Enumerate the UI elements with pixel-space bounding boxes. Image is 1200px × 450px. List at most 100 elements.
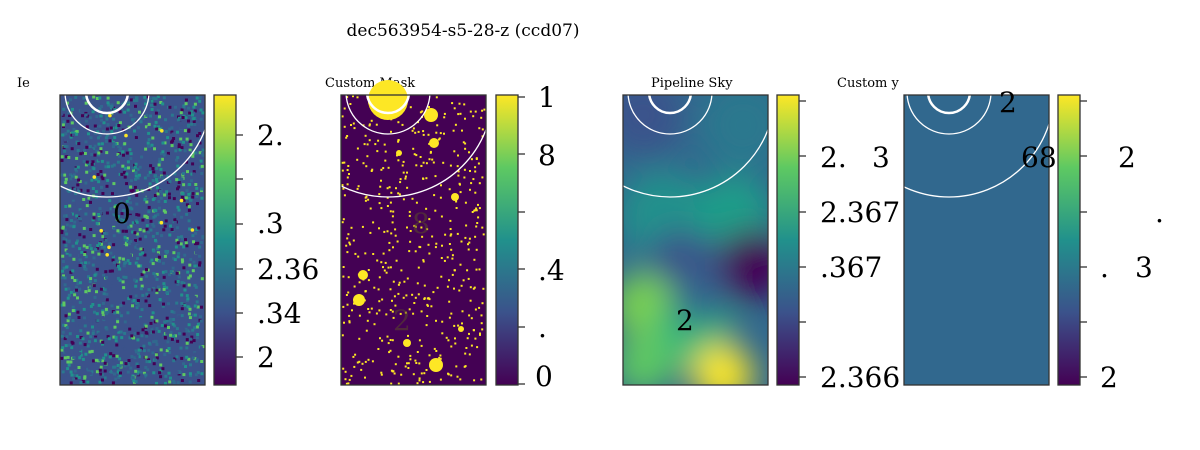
mask-pixel [394,228,397,231]
noise-pixel [76,149,80,153]
noise-pixel [88,145,92,149]
mask-pixel [388,186,391,189]
noise-pixel [198,132,202,135]
noise-pixel [106,178,110,182]
noise-pixel [75,374,79,378]
noise-pixel [112,354,116,358]
noise-pixel [162,275,166,279]
noise-pixel [147,230,150,234]
noise-pixel [136,133,140,137]
noise-pixel [153,274,157,278]
noise-pixel [191,154,195,158]
noise-pixel [114,336,118,340]
noise-pixel [104,114,108,118]
noise-pixel [137,355,141,359]
noise-pixel [112,255,116,259]
noise-pixel [192,120,196,124]
noise-pixel [201,319,205,323]
noise-pixel [90,197,94,201]
mask-pixel [385,271,388,274]
noise-pixel [150,143,154,147]
noise-pixel [136,244,140,248]
noise-pixel [198,207,202,211]
aperture-rings [60,95,205,198]
noise-pixel [125,172,129,176]
mask-pixel [482,287,485,290]
noise-pixel [67,312,71,316]
mask-pixel [427,243,430,246]
noise-pixel [144,373,148,377]
noise-pixel [166,340,170,344]
noise-pixel [143,95,147,99]
noise-pixel [131,188,135,192]
noise-pixel [114,234,118,237]
noise-pixel [160,157,164,161]
noise-pixel [129,284,133,287]
noise-pixel [157,287,161,291]
mask-pixel [453,324,456,327]
noise-pixel [127,225,131,229]
mask-pixel [464,365,467,368]
noise-pixel [170,337,174,341]
noise-pixel [193,264,197,268]
noise-pixel [136,247,140,251]
noise-pixel [180,356,184,360]
mask-pixel [385,313,388,316]
noise-pixel [131,194,135,197]
mask-pixel [358,337,361,340]
noise-pixel [122,301,126,305]
noise-pixel [147,288,151,292]
noise-pixel [193,102,197,106]
noise-pixel [166,136,170,140]
noise-pixel [84,101,88,105]
noise-pixel [91,303,95,306]
colorbar-pipeline-sky-label: .367 [820,251,882,284]
noise-pixel [110,304,114,308]
noise-pixel [199,315,202,319]
noise-pixel [105,127,109,131]
mask-pixel [350,374,353,377]
bright-source [124,133,128,138]
mask-pixel [478,207,481,210]
noise-pixel [62,303,66,307]
noise-pixel [122,209,126,213]
noise-pixel [149,164,153,168]
mask-pixel [366,143,369,146]
noise-pixel [123,261,127,265]
noise-pixel [93,124,97,128]
mask-pixel [387,266,390,269]
noise-pixel [86,189,90,193]
noise-pixel [110,105,114,109]
noise-pixel [75,140,79,144]
noise-pixel [188,227,192,231]
noise-pixel [193,255,197,258]
noise-pixel [110,281,114,285]
noise-pixel [67,287,71,291]
noise-pixel [118,256,122,260]
mask-pixel [411,197,414,200]
noise-pixel [193,357,197,361]
noise-pixel [64,324,68,328]
noise-pixel [100,105,103,108]
mask-pixel [451,257,454,260]
mask-pixel [388,241,391,244]
mask-pixel [347,233,350,236]
mask-pixel [414,131,417,134]
noise-pixel [145,334,149,338]
noise-pixel [90,349,94,353]
noise-pixel [120,99,124,103]
noise-pixel [103,369,107,373]
noise-pixel [185,189,189,193]
noise-pixel [132,120,136,124]
mask-pixel [364,360,367,363]
noise-pixel [161,304,165,308]
noise-pixel [152,371,156,375]
noise-pixel [167,347,171,350]
noise-pixel [97,359,100,363]
noise-pixel [125,182,129,186]
noise-pixel [104,139,108,143]
mask-pixel [390,369,393,372]
noise-pixel [97,324,101,328]
noise-pixel [196,297,200,301]
noise-pixel [198,220,202,224]
